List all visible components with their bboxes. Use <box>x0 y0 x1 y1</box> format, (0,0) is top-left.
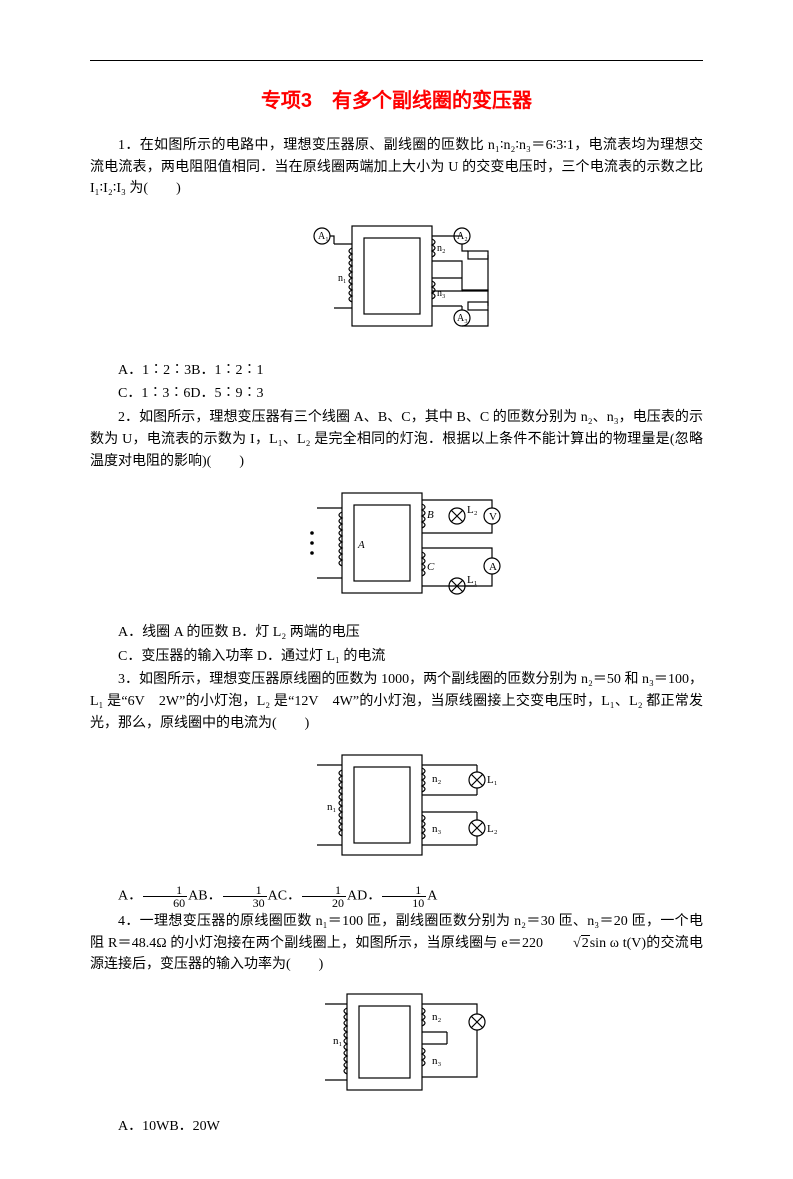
q1-options-line2: C．1∶3∶6D．5∶9∶3 <box>90 383 703 405</box>
q3-options: A．160AB．130AC．120AD．110A <box>90 884 703 909</box>
q2-text: 2．如图所示，理想变压器有三个线圈 A、B、C，其中 B、C 的匝数分别为 n₂… <box>90 407 703 472</box>
q4-label-n3: n₃ <box>432 1055 442 1067</box>
q3-label-L2: L₂ <box>487 823 498 835</box>
q3-fracD: 110 <box>382 884 426 909</box>
q1-figure: A₁ A₂ A₃ n₁ n₂ n₃ <box>90 206 703 354</box>
q3-optD-suffix: A <box>427 889 437 904</box>
q1-svg: A₁ A₂ A₃ n₁ n₂ n₃ <box>292 206 502 346</box>
q2-svg: A B C L₂ L₁ V A <box>272 478 522 608</box>
q2-label-A: A <box>357 539 365 551</box>
q2-label-C: C <box>427 561 435 573</box>
q2-label-V: V <box>489 511 497 523</box>
q3-optA-suffix: AB． <box>188 889 221 904</box>
q4-label-n1: n₁ <box>333 1035 343 1047</box>
q1-label-n2: n₂ <box>437 243 446 254</box>
q3-label-n2: n₂ <box>432 773 442 785</box>
q4-svg: n₁ n₂ n₃ <box>297 982 497 1102</box>
q2-options-line2: C．变压器的输入功率 D．通过灯 L₁ 的电流 <box>90 646 703 668</box>
q3-fracC: 120 <box>302 884 346 909</box>
q2-label-B: B <box>427 509 434 521</box>
top-rule <box>90 60 703 61</box>
q4-figure: n₁ n₂ n₃ <box>90 982 703 1110</box>
q4-options-line1: A．10WB．20W <box>90 1116 703 1138</box>
q4-sqrt: 2 <box>543 933 590 955</box>
q1-text: 1．在如图所示的电路中，理想变压器原、副线圈的匝数比 n₁∶n₂∶n₃＝6∶3∶… <box>90 135 703 200</box>
q1-label-a3: A₃ <box>457 313 468 324</box>
q3-optB-suffix: AC． <box>268 889 301 904</box>
q2-label-L1: L₁ <box>467 574 478 586</box>
q4-text: 4．一理想变压器的原线圈匝数 n₁＝100 匝，副线圈匝数分别为 n₂＝30 匝… <box>90 911 703 976</box>
q2-label-Am: A <box>489 561 497 573</box>
q1-label-n1: n₁ <box>338 273 347 284</box>
q3-fracB: 130 <box>223 884 267 909</box>
q3-figure: n₁ n₂ n₃ L₁ L₂ <box>90 740 703 878</box>
q1-label-n3: n₃ <box>437 288 446 299</box>
q3-label-n1: n₁ <box>327 801 337 813</box>
q3-label-n3: n₃ <box>432 823 442 835</box>
q3-optA-prefix: A． <box>118 889 142 904</box>
q3-fracA: 160 <box>143 884 187 909</box>
q3-text: 3．如图所示，理想变压器原线圈的匝数为 1000，两个副线圈的匝数分别为 n₂＝… <box>90 669 703 734</box>
q3-svg: n₁ n₂ n₃ L₁ L₂ <box>287 740 507 870</box>
q1-options-line1: A．1∶2∶3B．1∶2∶1 <box>90 360 703 382</box>
q3-label-L1: L₁ <box>487 774 498 786</box>
q4-label-n2: n₂ <box>432 1011 442 1023</box>
section-title: 专项3 有多个副线圈的变压器 <box>90 86 703 117</box>
q3-optC-suffix: AD． <box>347 889 381 904</box>
q2-options-line1: A．线圈 A 的匝数 B．灯 L₂ 两端的电压 <box>90 622 703 644</box>
page: 专项3 有多个副线圈的变压器 1．在如图所示的电路中，理想变压器原、副线圈的匝数… <box>0 0 793 1179</box>
q2-figure: A B C L₂ L₁ V A <box>90 478 703 616</box>
q1-label-a2: A₂ <box>457 231 468 242</box>
q1-label-a1: A₁ <box>318 231 329 242</box>
q2-label-L2: L₂ <box>467 504 478 516</box>
